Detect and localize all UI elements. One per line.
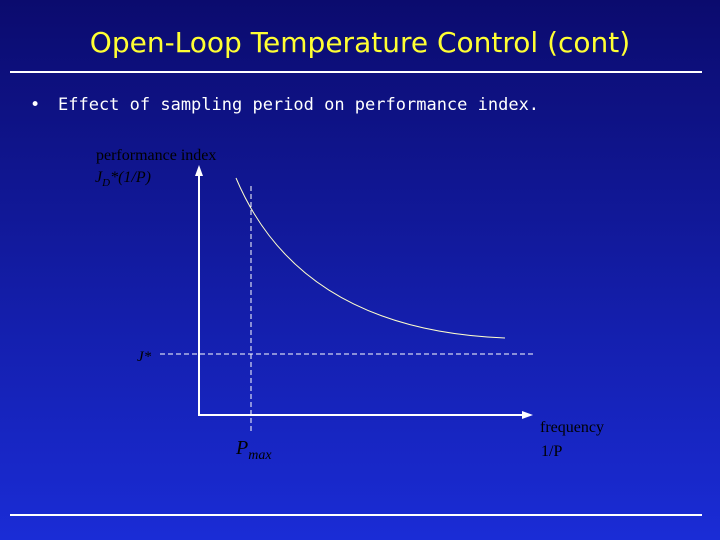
x-axis-label-title: frequency (540, 419, 604, 436)
y-axis-arrowhead (195, 165, 203, 176)
y-axis-label-title: performance index (96, 147, 216, 164)
slide-title: Open-Loop Temperature Control (cont) (89, 26, 631, 59)
x-axis-label-formula: 1/P (541, 443, 562, 460)
bullet-item: • Effect of sampling period on performanc… (30, 95, 539, 115)
y-axis-label-formula: JD*(1/P) (95, 169, 151, 189)
title-underline (10, 71, 702, 73)
footer-rule (10, 514, 702, 516)
x-axis-arrowhead (522, 411, 533, 419)
jstar-label: J* (137, 349, 152, 365)
bullet-text: Effect of sampling period on performance… (58, 95, 540, 115)
bullet-marker: • (30, 95, 41, 115)
performance-curve (235, 177, 506, 339)
pmax-label: Pmax (235, 437, 272, 463)
